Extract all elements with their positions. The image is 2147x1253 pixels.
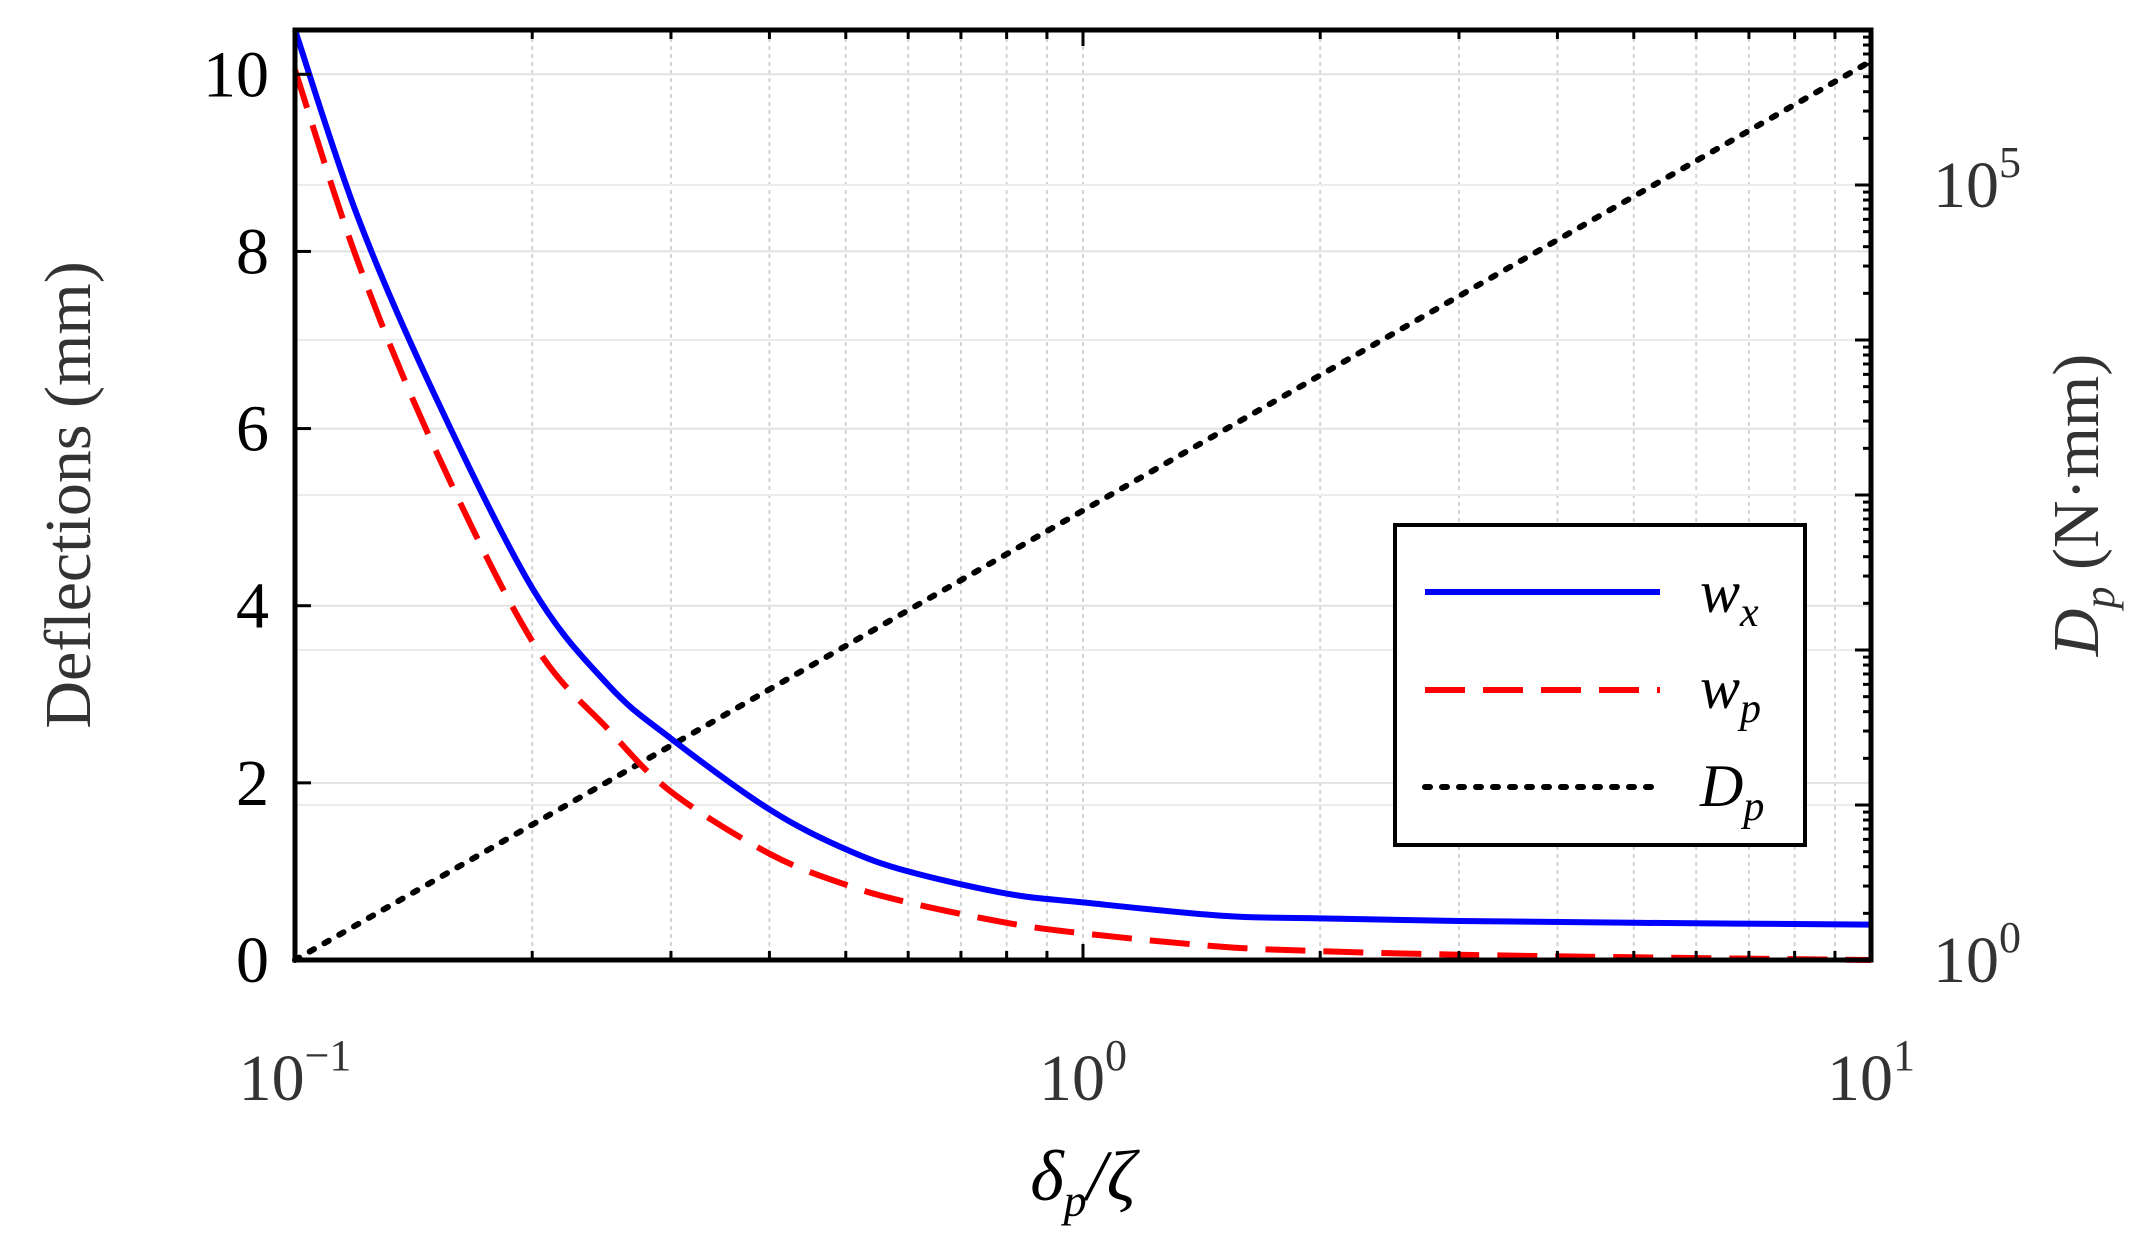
y-left-tick-label: 8 <box>236 215 269 288</box>
x-tick-label-exp: 1 <box>1893 1031 1915 1080</box>
y-left-tick-label: 10 <box>203 38 269 111</box>
legend-label-wx-main: w <box>1700 559 1740 625</box>
x-tick-label: 100 <box>1039 1031 1127 1115</box>
y-right-tick-label-base: 10 <box>1933 149 1999 222</box>
y-right-tick-label: 105 <box>1933 138 2021 222</box>
y-axis-left-label: Deflections (mm) <box>32 261 105 728</box>
legend-label-wp: wp <box>1700 655 1761 732</box>
x-tick-label-exp: −1 <box>305 1031 352 1080</box>
legend-label-wx: wx <box>1700 559 1759 636</box>
legend-label-dp: Dp <box>1699 753 1764 830</box>
y-left-tick-label: 6 <box>236 393 269 466</box>
y-left-tick-label: 2 <box>236 747 269 820</box>
y-axis-right-label: Dp (N·mm) <box>2040 354 2124 657</box>
y-axis-right-label-rest: (N·mm) <box>2040 354 2113 587</box>
grid <box>295 30 1871 960</box>
legend-label-wx-sub: x <box>1739 590 1759 636</box>
x-tick-label: 101 <box>1827 1031 1915 1115</box>
y-right-tick-label-exp: 0 <box>1999 913 2021 962</box>
legend-label-dp-sub: p <box>1740 784 1764 830</box>
y-right-tick-label: 100 <box>1933 913 2021 997</box>
ticks <box>295 30 1871 962</box>
y-right-tick-label-base: 10 <box>1933 924 1999 997</box>
y-left-tick-label: 4 <box>236 570 269 643</box>
x-axis-label-sub: p <box>1061 1175 1087 1226</box>
legend-box <box>1393 523 1807 847</box>
y-right-tick-label-exp: 5 <box>1999 138 2021 187</box>
y-axis-right-label-main: D <box>2040 609 2113 658</box>
x-tick-label-base: 10 <box>1827 1042 1893 1115</box>
x-axis-label-main: δ <box>1030 1136 1065 1216</box>
y-left-tick-label: 0 <box>236 924 269 997</box>
x-axis-label-rest: /ζ <box>1083 1136 1141 1216</box>
legend-label-wp-main: w <box>1700 655 1740 721</box>
x-tick-label-exp: 0 <box>1105 1031 1127 1080</box>
x-tick-label-base: 10 <box>1039 1042 1105 1115</box>
legend-label-dp-main: D <box>1699 753 1743 819</box>
series-line-dp <box>292 58 1874 963</box>
x-axis-label: δp/ζ <box>1030 1136 1140 1226</box>
legend-label-wp-sub: p <box>1737 686 1761 732</box>
legend: wx wp Dp <box>1393 523 1807 847</box>
x-tick-label: 10−1 <box>239 1031 352 1115</box>
series-line-wx <box>292 29 1872 928</box>
y-axis-right-label-sub: p <box>2075 587 2124 612</box>
x-tick-label-base: 10 <box>239 1042 305 1115</box>
